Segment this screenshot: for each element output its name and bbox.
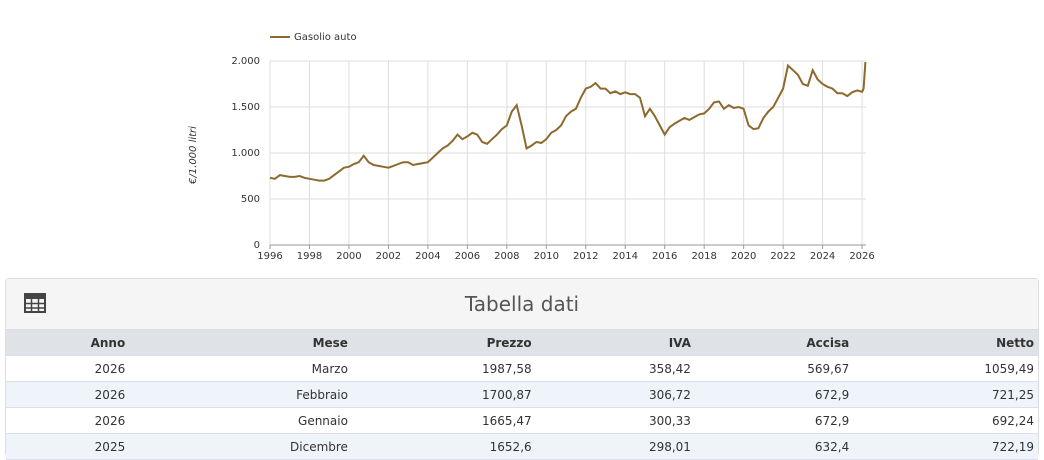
table-cell: 721,25 [853, 381, 1038, 408]
table-cell: 1665,47 [351, 407, 536, 434]
table-cell: 2026 [6, 381, 130, 408]
x-tick-label: 2016 [652, 251, 677, 262]
table-cell: 300,33 [535, 407, 695, 434]
data-line [269, 62, 867, 182]
table-cell: 722,19 [853, 433, 1038, 460]
data-table: Anno Mese Prezzo IVA Accisa Netto 2026 Marzo 198… [6, 330, 1038, 460]
column-header: Anno [6, 330, 130, 356]
y-axis-label: €/1.000 litri [188, 126, 199, 185]
table-cell: Febbraio [129, 381, 352, 408]
table-row: 2026 Marzo 1987,58 358,42 569,67 1059,49 [6, 355, 1038, 382]
legend-label: Gasolio auto [294, 32, 357, 43]
y-tick-label: 500 [241, 194, 260, 205]
x-tick-label: 2018 [691, 251, 716, 262]
x-tick-label: 2002 [376, 251, 401, 262]
table-cell: 1059,49 [853, 355, 1038, 382]
table-cell: 358,42 [535, 355, 695, 382]
x-tick-label: 2024 [810, 251, 835, 262]
x-tick-label: 1998 [297, 251, 322, 262]
table-cell: 569,67 [694, 355, 854, 382]
table-cell: 2026 [6, 355, 130, 382]
table-cell: 298,01 [535, 433, 695, 460]
column-header: Mese [129, 330, 352, 356]
x-tick-label: 2020 [731, 251, 756, 262]
column-header: Accisa [694, 330, 854, 356]
y-tick-label: 1.500 [231, 102, 260, 113]
column-header: Netto [853, 330, 1038, 356]
x-tick-label: 2014 [613, 251, 638, 262]
table-cell: 1652,6 [351, 433, 536, 460]
x-tick-label: 2010 [534, 251, 559, 262]
y-tick-label: 0 [254, 240, 260, 251]
y-tick-label: 2.000 [231, 56, 260, 67]
table-title: Tabella dati [6, 279, 1038, 330]
x-tick-label: 1996 [257, 251, 282, 262]
x-tick-label: 2006 [455, 251, 480, 262]
data-table-panel: Tabella dati Anno Mese Prezzo IVA Accisa Nett… [5, 278, 1039, 460]
table-cell: 2026 [6, 407, 130, 434]
table-cell: 1987,58 [351, 355, 536, 382]
table-cell: 672,9 [694, 381, 854, 408]
x-tick-label: 2000 [336, 251, 361, 262]
table-cell: Gennaio [129, 407, 352, 434]
table-cell: 2025 [6, 433, 130, 460]
x-tick-label: 2004 [415, 251, 440, 262]
table-cell: 672,9 [694, 407, 854, 434]
column-header: Prezzo [351, 330, 536, 356]
table-row: 2025 Dicembre 1652,6 298,01 632,4 722,19 [6, 433, 1038, 460]
table-row: 2026 Febbraio 1700,87 306,72 672,9 721,25 [6, 381, 1038, 408]
table-icon [24, 293, 46, 313]
table-cell: Dicembre [129, 433, 352, 460]
column-header: IVA [535, 330, 695, 356]
x-tick-label: 2022 [770, 251, 795, 262]
table-cell: Marzo [129, 355, 352, 382]
chart: €/1.000 litri 0 500 1.000 1.500 2.000 1996 199… [188, 32, 875, 262]
table-cell: 306,72 [535, 381, 695, 408]
x-tick-label: 2026 [849, 251, 874, 262]
x-tick-label: 2008 [494, 251, 519, 262]
table-cell: 692,24 [853, 407, 1038, 434]
table-cell: 632,4 [694, 433, 854, 460]
x-tick-label: 2012 [573, 251, 598, 262]
table-row: 2026 Gennaio 1665,47 300,33 672,9 692,24 [6, 407, 1038, 434]
table-cell: 1700,87 [351, 381, 536, 408]
y-tick-label: 1.000 [231, 148, 260, 159]
